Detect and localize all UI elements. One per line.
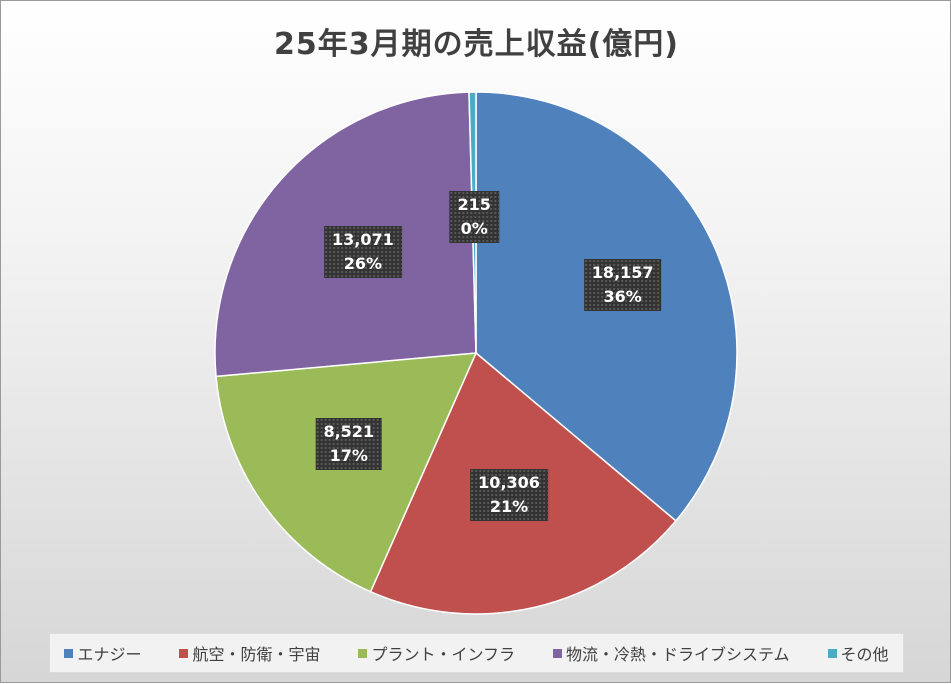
legend-entry-aerospace-defense-space: 航空・防衛・宇宙 [179, 641, 320, 665]
legend-entry-other: その他 [827, 641, 889, 665]
chart-title: 25年3月期の売上収益(億円) [273, 27, 680, 62]
data-label-plant-infrastructure: 8,521 17% [315, 418, 383, 471]
legend-label: 航空・防衛・宇宙 [192, 645, 321, 664]
legend-label: プラント・インフラ [371, 645, 515, 664]
legend-swatch [64, 648, 74, 658]
data-label-percent: 21% [489, 497, 529, 517]
data-label-value: 18,157 [591, 262, 654, 282]
legend-swatch [358, 648, 368, 658]
legend-entry-energy: エナジー [64, 641, 141, 665]
legend-entry-logistics-thermal-drive: 物流・冷熱・ドライブシステム [553, 641, 790, 665]
data-label-value: 8,521 [323, 422, 375, 442]
data-label-percent: 17% [329, 446, 368, 466]
data-label-other: 215 0% [449, 191, 499, 244]
legend-swatch [553, 648, 562, 658]
data-label-percent: 0% [460, 219, 488, 239]
data-label-percent: 26% [343, 254, 383, 274]
legend-label: エナジー [77, 645, 142, 664]
data-label-percent: 36% [603, 286, 642, 306]
legend-label: その他 [840, 645, 889, 664]
legend: エナジー 航空・防衛・宇宙 プラント・インフラ 物流・冷熱・ドライブシステム その他 [49, 633, 904, 673]
data-label-value: 10,306 [478, 473, 540, 493]
legend-swatch [827, 648, 837, 658]
data-label-energy: 18,157 36% [583, 258, 662, 311]
legend-entry-plant-infrastructure: プラント・インフラ [358, 641, 515, 665]
pie-slice-plant-infrastructure [215, 352, 478, 593]
data-label-aerospace-defense-space: 10,306 21% [470, 469, 548, 522]
data-label-logistics-thermal-drive: 13,071 26% [324, 226, 402, 279]
data-label-value: 215 [457, 195, 491, 215]
legend-swatch [179, 648, 189, 658]
data-label-value: 13,071 [332, 230, 394, 250]
legend-label: 物流・冷熱・ドライブシステム [566, 645, 790, 664]
